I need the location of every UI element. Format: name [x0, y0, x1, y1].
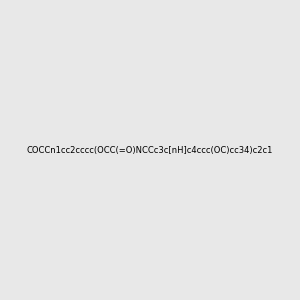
Text: COCCn1cc2cccc(OCC(=O)NCCc3c[nH]c4ccc(OC)cc34)c2c1: COCCn1cc2cccc(OCC(=O)NCCc3c[nH]c4ccc(OC)…	[27, 146, 273, 154]
